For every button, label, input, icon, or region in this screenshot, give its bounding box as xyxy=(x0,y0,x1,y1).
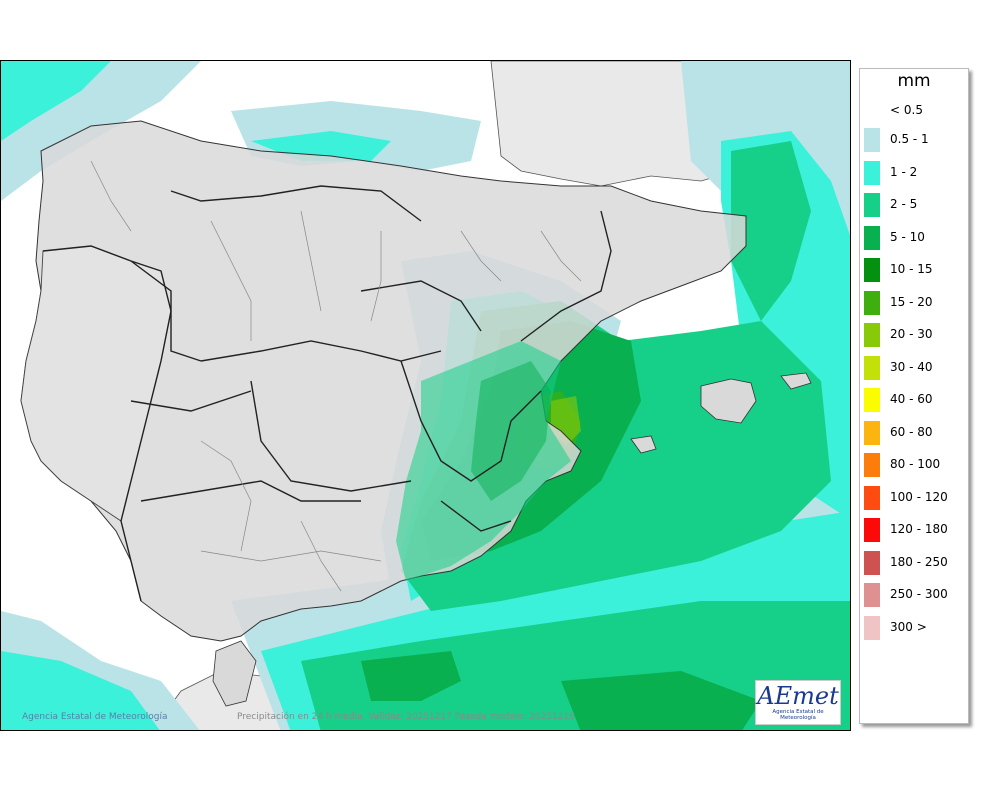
region-borders xyxy=(130,185,612,532)
legend-label: 15 - 20 xyxy=(890,294,933,309)
legend-first-label: < 0.5 xyxy=(890,103,923,117)
legend-label: 2 - 5 xyxy=(890,197,918,211)
legend-swatch xyxy=(864,225,880,250)
ibiza xyxy=(630,435,657,454)
logo-subtitle: Agencia Estatal de Meteorología xyxy=(772,709,824,721)
legend-swatch xyxy=(864,485,880,510)
map-canvas xyxy=(1,61,850,730)
north-africa-hill xyxy=(212,640,257,707)
legend-swatch xyxy=(864,193,880,217)
legend-swatch xyxy=(864,323,880,347)
precip-over-land-heavy xyxy=(471,361,551,501)
legend: mm < 0.5 0.5 - 1 1 - 2 2 - 5 5 - 10 10 - 15 1… xyxy=(859,68,969,724)
legend-label: 20 - 30 xyxy=(890,327,933,341)
legend-swatch xyxy=(864,420,880,445)
menorca xyxy=(780,372,812,390)
legend-label: 300 > xyxy=(890,619,927,634)
legend-label: 80 - 100 xyxy=(890,457,941,471)
legend-swatch xyxy=(864,518,880,542)
legend-swatch xyxy=(864,583,880,607)
mallorca xyxy=(700,378,757,424)
legend-swatch xyxy=(864,615,880,640)
map-caption: Precipitación en 24 h media. Validez: 20… xyxy=(237,712,575,722)
legend-label: 40 - 60 xyxy=(890,392,933,406)
legend-swatch xyxy=(864,128,880,152)
aemet-logo: AEmet Agencia Estatal de Meteorología xyxy=(755,680,841,725)
legend-label: 100 - 120 xyxy=(890,489,948,504)
legend-label: 0.5 - 1 xyxy=(890,132,929,146)
legend-label: 180 - 250 xyxy=(890,554,948,569)
legend-swatch xyxy=(864,160,880,185)
province-borders xyxy=(90,160,582,592)
legend-unit: mm xyxy=(897,71,931,91)
legend-swatch xyxy=(864,388,880,412)
credit-text: Agencia Estatal de Meteorología xyxy=(22,712,168,722)
legend-swatch xyxy=(864,453,880,477)
legend-swatch xyxy=(864,355,880,380)
legend-label: 5 - 10 xyxy=(890,229,925,244)
legend-label: 30 - 40 xyxy=(890,359,933,374)
legend-label: 250 - 300 xyxy=(890,587,948,601)
logo-mark: AEmet xyxy=(757,682,839,710)
legend-swatch xyxy=(864,290,880,315)
legend-label: 1 - 2 xyxy=(890,164,918,179)
legend-swatch xyxy=(864,258,880,282)
portugal-border xyxy=(42,245,172,602)
precipitation-map xyxy=(0,60,851,731)
legend-swatch xyxy=(864,550,880,575)
legend-label: 60 - 80 xyxy=(890,424,933,439)
legend-label: 10 - 15 xyxy=(890,262,933,276)
legend-label: 120 - 180 xyxy=(890,522,948,536)
